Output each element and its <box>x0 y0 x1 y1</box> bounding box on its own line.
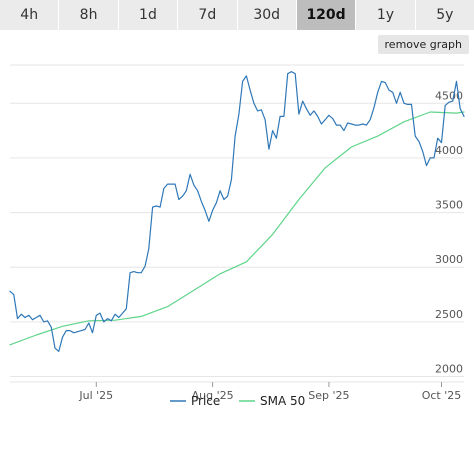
chart-gridlines <box>10 64 464 383</box>
legend-item-price[interactable]: Price <box>170 394 220 408</box>
x-tick-label: Oct '25 <box>422 389 462 402</box>
y-tick-label: 2000 <box>435 363 463 376</box>
y-tick-label: 4500 <box>435 89 463 102</box>
tab-30d[interactable]: 30d <box>237 0 297 30</box>
y-tick-label: 3000 <box>435 253 463 266</box>
legend-label: Price <box>191 394 220 408</box>
legend-label: SMA 50 <box>260 394 305 408</box>
x-tick-label: Sep '25 <box>308 389 349 402</box>
tab-1y[interactable]: 1y <box>356 0 416 30</box>
y-axis-ticks: 2000 2500 3000 3500 4000 4500 <box>435 89 463 375</box>
y-tick-label: 2500 <box>435 308 463 321</box>
chart-series <box>9 70 465 352</box>
x-axis-ticks: Jul '25 Aug '25 Sep '25 Oct '25 <box>78 382 461 402</box>
price-series-line <box>9 70 465 352</box>
x-tick-label: Jul '25 <box>78 389 113 402</box>
time-range-tabs: 4h 8h 1d 7d 30d 120d 1y 5y <box>0 0 474 30</box>
tab-120d[interactable]: 120d <box>296 0 357 30</box>
legend-item-sma50[interactable]: SMA 50 <box>239 394 305 408</box>
tab-7d[interactable]: 7d <box>178 0 238 30</box>
tab-8h[interactable]: 8h <box>59 0 119 30</box>
y-tick-label: 3500 <box>435 199 463 212</box>
tab-4h[interactable]: 4h <box>0 0 60 30</box>
sma50-series-line <box>9 111 465 346</box>
tab-1d[interactable]: 1d <box>118 0 179 30</box>
remove-graph-button[interactable]: remove graph <box>377 35 469 54</box>
y-tick-label: 4000 <box>435 144 463 157</box>
tab-5y[interactable]: 5y <box>415 0 474 30</box>
x-tick-label: Aug '25 <box>192 389 234 402</box>
chart-legend[interactable]: Price SMA 50 <box>170 394 305 408</box>
